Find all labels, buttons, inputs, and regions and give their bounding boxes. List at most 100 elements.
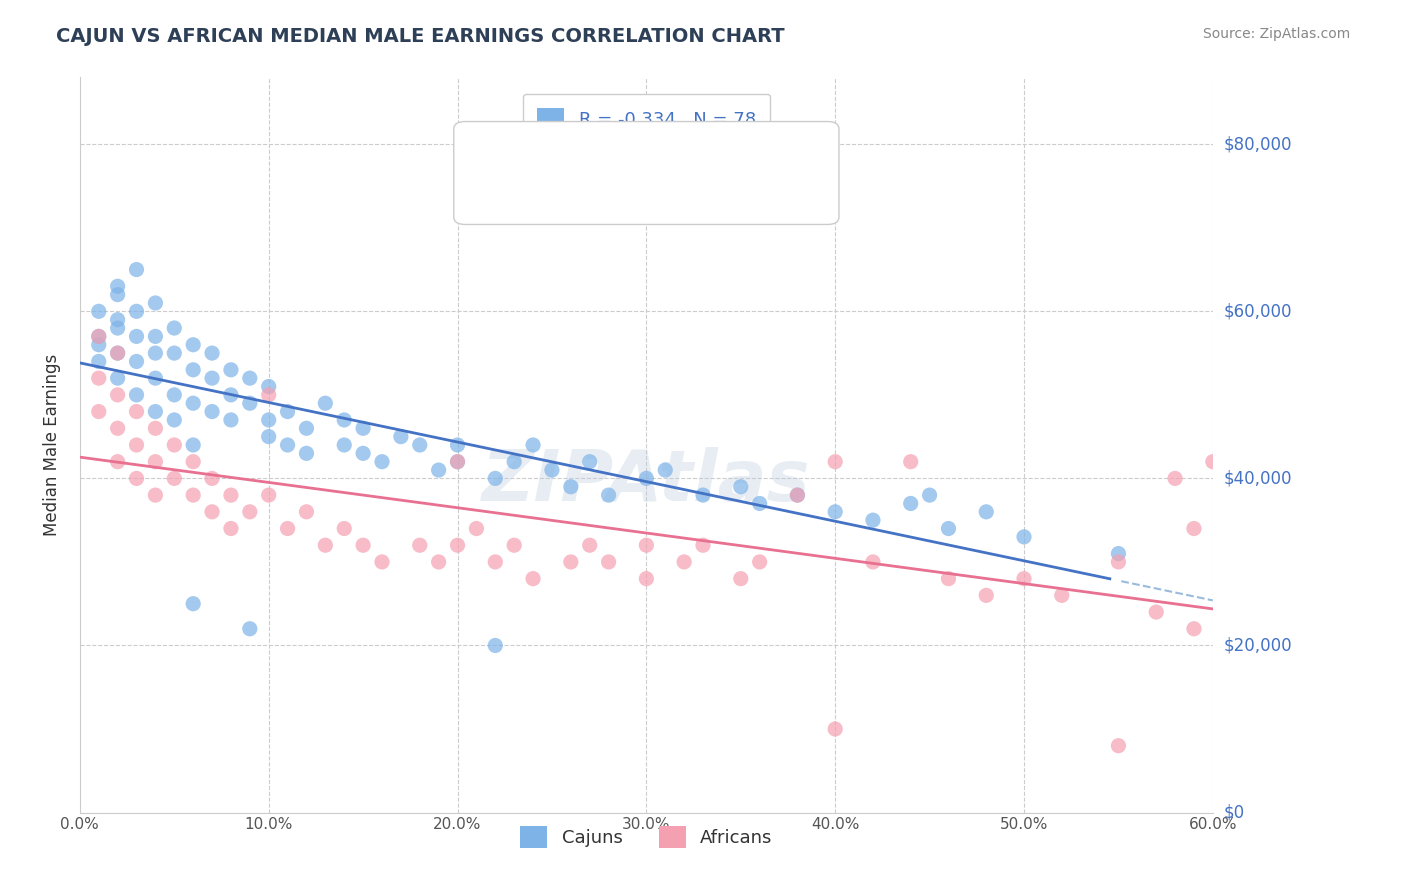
Point xyxy=(239,371,262,385)
Point xyxy=(900,496,922,510)
Point xyxy=(145,455,167,469)
Point xyxy=(125,329,148,343)
Point xyxy=(748,496,770,510)
Point xyxy=(371,555,394,569)
Point xyxy=(938,522,960,536)
Point xyxy=(125,471,148,485)
Y-axis label: Median Male Earnings: Median Male Earnings xyxy=(44,354,60,536)
Point xyxy=(257,430,280,444)
Point xyxy=(107,455,129,469)
Point xyxy=(409,538,432,552)
Point xyxy=(1107,739,1129,753)
Point xyxy=(352,538,374,552)
Point xyxy=(484,639,506,653)
Point xyxy=(257,488,280,502)
Point xyxy=(333,438,356,452)
Text: $80,000: $80,000 xyxy=(1225,136,1292,153)
Point xyxy=(427,463,450,477)
Point xyxy=(145,329,167,343)
Point xyxy=(145,371,167,385)
Point xyxy=(1107,555,1129,569)
Point xyxy=(1107,547,1129,561)
Point xyxy=(1182,522,1205,536)
Point xyxy=(503,455,526,469)
Point xyxy=(333,413,356,427)
Point xyxy=(277,522,299,536)
Point xyxy=(673,555,696,569)
Point xyxy=(181,337,204,351)
Point xyxy=(239,622,262,636)
Point xyxy=(181,455,204,469)
Point xyxy=(163,321,186,335)
Point xyxy=(87,329,110,343)
Point xyxy=(560,555,582,569)
Point xyxy=(352,446,374,460)
Point xyxy=(181,597,204,611)
Point xyxy=(938,572,960,586)
Point xyxy=(503,538,526,552)
Point xyxy=(786,488,808,502)
Point xyxy=(730,572,752,586)
Point xyxy=(446,538,468,552)
Point xyxy=(446,455,468,469)
Point xyxy=(181,396,204,410)
Point xyxy=(974,505,997,519)
Point xyxy=(145,488,167,502)
Point xyxy=(465,522,488,536)
Point xyxy=(181,438,204,452)
Point xyxy=(163,346,186,360)
Point xyxy=(163,438,186,452)
Point xyxy=(125,438,148,452)
Point xyxy=(201,404,224,418)
Point xyxy=(107,346,129,360)
Point xyxy=(900,455,922,469)
Point xyxy=(1050,588,1073,602)
Point xyxy=(371,455,394,469)
Point xyxy=(219,522,242,536)
Point xyxy=(219,363,242,377)
Point xyxy=(522,438,544,452)
Point xyxy=(107,312,129,326)
Point xyxy=(314,396,336,410)
Point xyxy=(862,555,884,569)
Point xyxy=(107,421,129,435)
Point xyxy=(484,471,506,485)
Point xyxy=(201,371,224,385)
Point xyxy=(409,438,432,452)
Point xyxy=(692,538,714,552)
Text: CAJUN VS AFRICAN MEDIAN MALE EARNINGS CORRELATION CHART: CAJUN VS AFRICAN MEDIAN MALE EARNINGS CO… xyxy=(56,27,785,45)
Point xyxy=(1144,605,1167,619)
Point xyxy=(918,488,941,502)
Point xyxy=(636,572,658,586)
Point xyxy=(219,413,242,427)
Point xyxy=(974,588,997,602)
Text: ZIPAtlas: ZIPAtlas xyxy=(482,447,811,516)
Point xyxy=(145,404,167,418)
Point xyxy=(181,488,204,502)
Point xyxy=(314,538,336,552)
Point xyxy=(654,463,676,477)
Point xyxy=(239,505,262,519)
Point xyxy=(295,446,318,460)
Point xyxy=(333,522,356,536)
Point xyxy=(1164,471,1187,485)
Point xyxy=(107,346,129,360)
Point xyxy=(446,438,468,452)
Point xyxy=(295,505,318,519)
Point xyxy=(730,480,752,494)
Legend: R = -0.334   N = 78, R = -0.425   N = 63: R = -0.334 N = 78, R = -0.425 N = 63 xyxy=(523,94,770,176)
Text: $60,000: $60,000 xyxy=(1225,302,1292,320)
Point xyxy=(163,413,186,427)
Point xyxy=(636,471,658,485)
Point xyxy=(87,304,110,318)
Point xyxy=(87,354,110,368)
Point xyxy=(107,321,129,335)
Point xyxy=(125,262,148,277)
Point xyxy=(277,404,299,418)
Point xyxy=(824,455,846,469)
Point xyxy=(87,337,110,351)
Point xyxy=(636,538,658,552)
Point xyxy=(87,329,110,343)
Point xyxy=(295,421,318,435)
Point xyxy=(201,346,224,360)
